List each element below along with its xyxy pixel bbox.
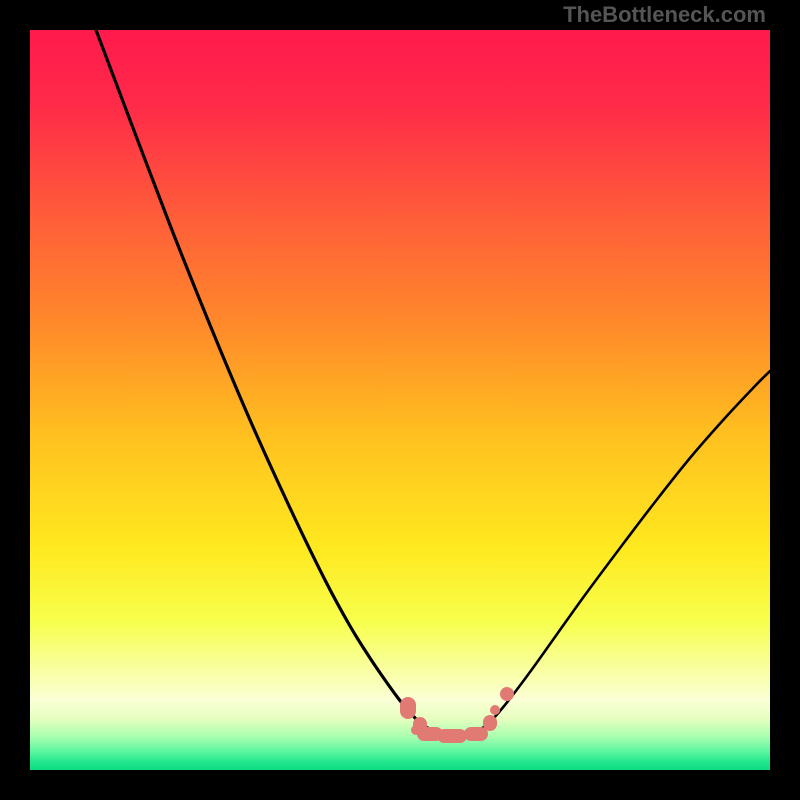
left-curve (96, 30, 416, 719)
right-curve (492, 371, 770, 720)
watermark-text: TheBottleneck.com (563, 2, 766, 28)
curve-layer (30, 30, 770, 770)
data-marker (490, 705, 500, 715)
chart-container: TheBottleneck.com (0, 0, 800, 800)
data-marker (400, 697, 416, 719)
data-marker (437, 729, 467, 743)
chart-frame (30, 30, 770, 770)
data-marker (500, 687, 514, 701)
data-marker (483, 715, 497, 731)
